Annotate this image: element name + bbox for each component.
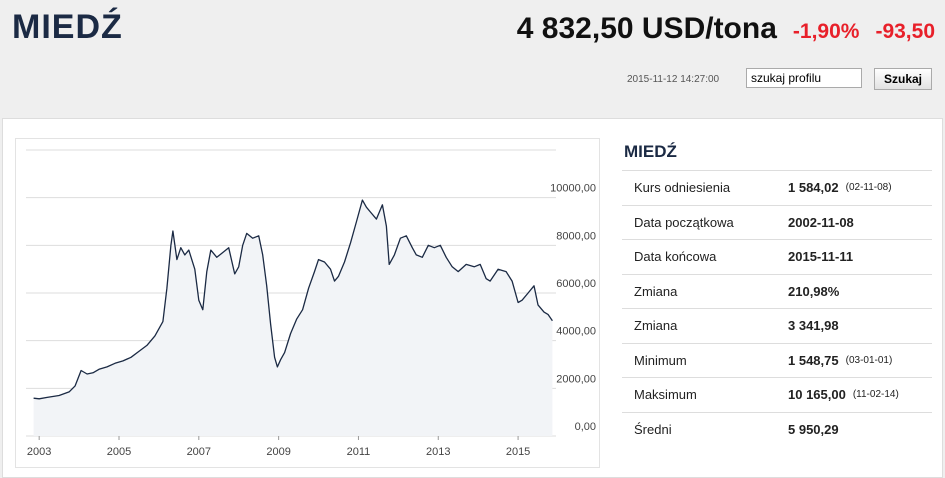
y-tick-label: 10000,00 bbox=[550, 183, 596, 195]
stat-value: 2015-11-11 bbox=[788, 249, 854, 265]
stat-label: Data końcowa bbox=[634, 249, 717, 265]
stats-row: Średni 5 950,29 bbox=[622, 411, 932, 446]
x-tick-label: 2015 bbox=[506, 446, 530, 458]
stats-row: Maksimum 10 165,00 (11-02-14) bbox=[622, 377, 932, 412]
stat-label: Kurs odniesienia bbox=[634, 180, 731, 196]
y-tick-label: 2000,00 bbox=[556, 373, 596, 385]
stats-row: Kurs odniesienia 1 584,02 (02-11-08) bbox=[622, 170, 932, 205]
price: 4 832,50 USD/tona bbox=[516, 12, 777, 45]
stats-row: Data początkowa 2002-11-08 bbox=[622, 204, 932, 239]
stat-value: 10 165,00 bbox=[788, 387, 846, 403]
stat-value: 210,98% bbox=[788, 283, 840, 299]
instrument-title: MIEDŹ bbox=[12, 8, 123, 46]
y-tick-label: 4000,00 bbox=[556, 326, 596, 338]
stats-row: Minimum 1 548,75 (03-01-01) bbox=[622, 342, 932, 377]
stat-label: Zmiana bbox=[634, 283, 678, 299]
quote: 4 832,50 USD/tona -1,90% -93,50 bbox=[517, 12, 935, 46]
change: -93,50 bbox=[875, 20, 935, 43]
x-tick-label: 2011 bbox=[347, 446, 371, 458]
stats-title: MIEDŹ bbox=[624, 142, 677, 161]
stat-label: Średni bbox=[634, 421, 672, 437]
x-tick-label: 2007 bbox=[187, 446, 211, 458]
y-tick-label: 0,00 bbox=[575, 421, 596, 433]
stat-value: 5 950,29 bbox=[788, 421, 839, 437]
y-tick-label: 8000,00 bbox=[556, 230, 596, 242]
stat-value: 3 341,98 bbox=[788, 318, 839, 334]
search-input[interactable] bbox=[746, 68, 862, 88]
stat-label: Maksimum bbox=[634, 387, 697, 403]
x-tick-label: 2005 bbox=[107, 446, 131, 458]
x-tick-label: 2003 bbox=[27, 446, 51, 458]
timestamp: 2015-11-12 14:27:00 bbox=[627, 74, 720, 85]
stats-row: Data końcowa 2015-11-11 bbox=[622, 239, 932, 274]
x-tick-label: 2009 bbox=[266, 446, 290, 458]
stats-row: Zmiana 3 341,98 bbox=[622, 308, 932, 343]
chart-box: 0,00 2000,00 4000,00 6000,00 8000,00 10000,00… bbox=[15, 138, 600, 468]
y-tick-label: 6000,00 bbox=[556, 278, 596, 290]
stats-row: Zmiana 210,98% bbox=[622, 273, 932, 308]
area-fill bbox=[33, 200, 553, 436]
stat-date: (03-01-01) bbox=[845, 354, 893, 366]
stat-value: 1 584,02 bbox=[788, 180, 839, 196]
stat-label: Minimum bbox=[634, 352, 687, 368]
stat-label: Zmiana bbox=[634, 318, 678, 334]
chart: 0,00 2000,00 4000,00 6000,00 8000,00 10000,00… bbox=[26, 149, 596, 458]
x-tick-label: 2013 bbox=[426, 446, 450, 458]
stat-date: (02-11-08) bbox=[845, 182, 892, 194]
stats-rows: Kurs odniesienia 1 584,02 (02-11-08) Data p… bbox=[622, 170, 932, 446]
stat-label: Data początkowa bbox=[634, 214, 734, 230]
stat-value: 2002-11-08 bbox=[788, 214, 854, 230]
stats-table: MIEDŹ Kurs odniesienia 1 584,02 (02-11-08)… bbox=[622, 142, 932, 446]
search-button[interactable]: Szukaj bbox=[874, 68, 932, 90]
price-line bbox=[33, 199, 553, 400]
stat-date: (11-02-14) bbox=[852, 389, 899, 401]
stat-value: 1 548,75 bbox=[788, 352, 839, 368]
change-pct: -1,90% bbox=[792, 20, 860, 43]
